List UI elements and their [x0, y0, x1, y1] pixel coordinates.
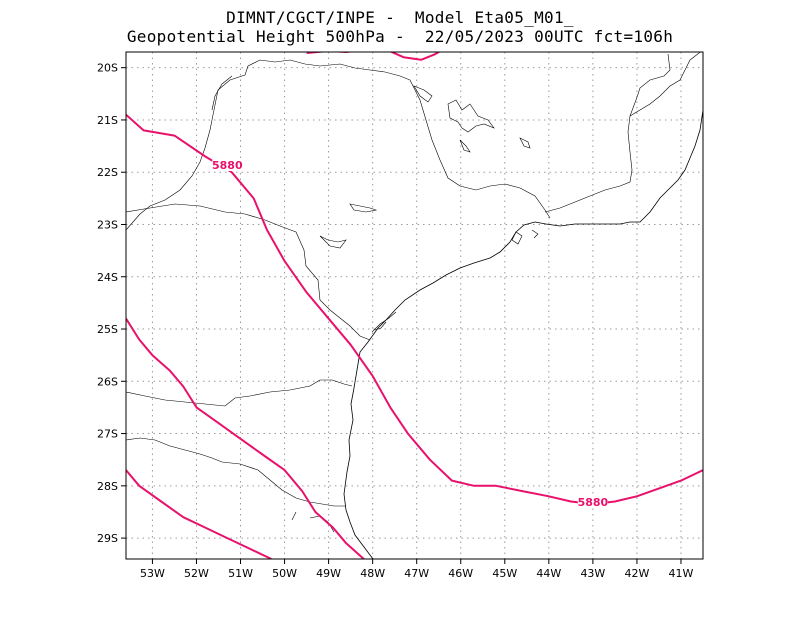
coastline — [343, 109, 703, 559]
lon-label: 42W — [624, 567, 649, 580]
contour-labels: 5880 5880 — [212, 158, 609, 509]
bay-paranagua — [371, 311, 397, 333]
contour-label-bg — [212, 158, 243, 171]
border-mg-rj — [544, 52, 701, 213]
contour-line-5880 — [126, 113, 703, 506]
longitude-labels: 53W 52W 51W 50W 49W 48W 47W 46W 45W 44W 43W 42W 41W — [140, 567, 694, 580]
lat-label: 24S — [97, 271, 118, 284]
lat-label: 20S — [97, 62, 118, 75]
lat-label: 25S — [97, 323, 118, 336]
reservoir-1 — [447, 99, 495, 133]
contour-label: 5880 — [212, 159, 243, 172]
lon-label: 48W — [360, 567, 385, 580]
lat-label: 23S — [97, 218, 118, 231]
lon-label: 43W — [580, 567, 605, 580]
latitude-labels: 20S 21S 22S 23S 24S 25S 26S 27S 28S 29S — [97, 62, 118, 545]
lat-label: 22S — [97, 166, 118, 179]
lon-label: 45W — [492, 567, 517, 580]
lon-label: 52W — [184, 567, 209, 580]
lat-label: 28S — [97, 480, 118, 493]
reservoir-4 — [319, 235, 347, 249]
contour-label-bg — [577, 496, 608, 509]
axis-ticks — [121, 67, 682, 564]
reservoir-6 — [459, 139, 471, 153]
lon-label: 41W — [669, 567, 694, 580]
lon-label: 53W — [140, 567, 165, 580]
map-title-line2: Geopotential Height 500hPa - 22/05/2023 … — [126, 27, 674, 46]
geopotential-contours — [126, 52, 703, 559]
lat-label: 29S — [97, 532, 118, 545]
map-title-line1: DIMNT/CGCT/INPE - Model Eta05_M01_ — [226, 8, 574, 27]
border-sp-mg — [409, 79, 551, 219]
map-frame — [125, 51, 704, 560]
contour-label: 5880 — [578, 496, 609, 509]
reservoir-2 — [413, 85, 433, 103]
lat-label: 27S — [97, 428, 118, 441]
lon-label: 47W — [404, 567, 429, 580]
lon-label: 51W — [228, 567, 253, 580]
bay-guanabara — [511, 229, 539, 245]
lat-label: 21S — [97, 114, 118, 127]
lon-label: 49W — [316, 567, 341, 580]
border-pr-sp — [126, 203, 371, 341]
border-pr-sc — [126, 379, 353, 407]
contour-line-5880 — [126, 469, 272, 559]
border-ms-pr — [211, 75, 233, 111]
border-sp-north — [126, 59, 411, 231]
contour-line-5880 — [389, 52, 441, 61]
lat-label: 26S — [97, 375, 118, 388]
coastlines-and-borders — [126, 52, 703, 559]
reservoir-5 — [519, 137, 531, 149]
border-sc-rs — [126, 437, 346, 507]
contour-line-5880 — [126, 318, 365, 559]
border-es — [629, 53, 671, 117]
lon-label: 46W — [448, 567, 473, 580]
lon-label: 44W — [536, 567, 561, 580]
reservoir-3 — [349, 203, 378, 213]
lon-label: 50W — [272, 567, 297, 580]
graticule — [126, 52, 703, 559]
